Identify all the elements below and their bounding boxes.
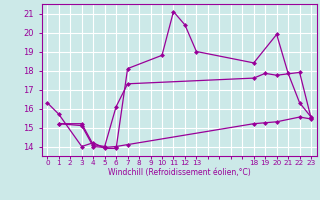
- X-axis label: Windchill (Refroidissement éolien,°C): Windchill (Refroidissement éolien,°C): [108, 168, 251, 177]
